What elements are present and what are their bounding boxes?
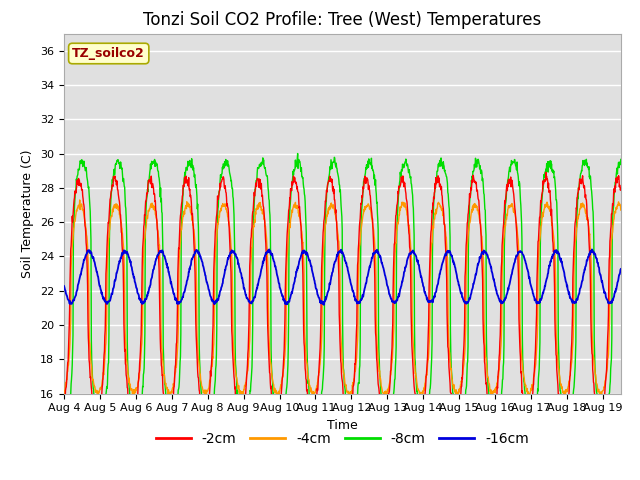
Y-axis label: Soil Temperature (C): Soil Temperature (C) xyxy=(22,149,35,278)
Text: TZ_soilco2: TZ_soilco2 xyxy=(72,47,145,60)
Title: Tonzi Soil CO2 Profile: Tree (West) Temperatures: Tonzi Soil CO2 Profile: Tree (West) Temp… xyxy=(143,11,541,29)
X-axis label: Time: Time xyxy=(327,419,358,432)
Legend: -2cm, -4cm, -8cm, -16cm: -2cm, -4cm, -8cm, -16cm xyxy=(150,426,534,452)
